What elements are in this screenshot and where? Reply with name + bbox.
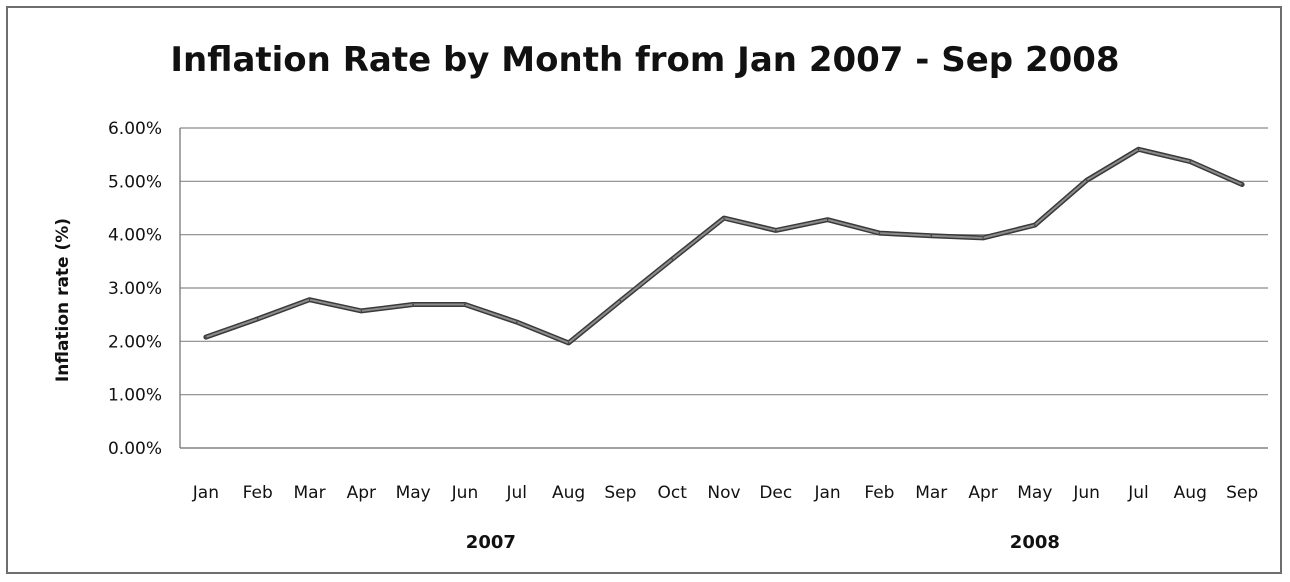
series-line-outline: [203, 146, 1245, 346]
data-point: [982, 237, 984, 239]
data-point: [1085, 179, 1088, 182]
data-point: [205, 336, 207, 338]
x-tick-label: Feb: [864, 483, 894, 503]
x-tick-label: Apr: [347, 483, 376, 503]
x-tick-label: Sep: [1226, 483, 1258, 503]
data-point: [775, 229, 777, 232]
x-tick-label: Aug: [552, 483, 585, 503]
y-tick-label: 2.00%: [108, 332, 162, 352]
chart-title: Inflation Rate by Month from Jan 2007 - …: [170, 40, 1120, 80]
y-tick-label: 0.00%: [108, 439, 162, 459]
x-tick-label: Apr: [968, 483, 997, 503]
x-tick-label: Jan: [192, 483, 219, 503]
x-tick-label: Nov: [707, 483, 740, 503]
x-group-label: 2008: [1010, 532, 1060, 553]
data-point: [412, 303, 414, 306]
data-point: [671, 258, 673, 261]
data-point: [1137, 148, 1140, 151]
x-tick-label: Feb: [243, 483, 273, 503]
data-point: [1241, 183, 1243, 186]
chart-frame: [6, 6, 1282, 574]
x-axis-ticks: Jan Feb Mar Apr May Jun Jul Aug Sep Oct Nov Dec Jan F…: [192, 483, 1258, 503]
data-point: [1034, 224, 1036, 226]
x-axis-groups: 2007 2008: [466, 532, 1060, 553]
y-tick-label: 6.00%: [108, 119, 162, 139]
x-tick-label: Jul: [506, 483, 528, 503]
data-point: [930, 234, 933, 237]
x-group-label: 2007: [466, 532, 516, 553]
x-tick-label: Aug: [1174, 483, 1207, 503]
x-tick-label: May: [396, 483, 431, 503]
data-point: [723, 217, 725, 219]
y-axis-label: Inflation rate (%): [53, 218, 73, 382]
y-axis-ticks: 0.00% 1.00% 2.00% 3.00% 4.00% 5.00% 6.00%: [108, 119, 162, 459]
data-point: [360, 310, 363, 312]
y-tick-label: 1.00%: [108, 386, 162, 406]
x-tick-label: Jul: [1127, 483, 1149, 503]
data-point: [464, 303, 466, 306]
x-tick-label: Mar: [915, 483, 947, 503]
data-point: [515, 321, 518, 323]
x-tick-label: Sep: [604, 483, 636, 503]
data-point: [826, 218, 829, 221]
x-tick-label: Jan: [814, 483, 841, 503]
data-point: [1189, 160, 1192, 163]
data-point: [308, 298, 311, 301]
data-point: [256, 318, 259, 320]
x-tick-label: May: [1017, 483, 1052, 503]
series-layer: [203, 146, 1245, 346]
data-point: [878, 232, 881, 234]
x-tick-label: Oct: [657, 483, 687, 503]
data-point: [619, 300, 622, 302]
data-point: [567, 342, 570, 344]
x-tick-label: Mar: [293, 483, 325, 503]
y-tick-label: 4.00%: [108, 226, 162, 246]
x-tick-label: Jun: [1072, 483, 1100, 503]
x-tick-label: Dec: [759, 483, 792, 503]
y-tick-label: 5.00%: [108, 172, 162, 192]
gridlines: [179, 127, 1268, 449]
x-tick-label: Jun: [451, 483, 479, 503]
y-tick-label: 3.00%: [108, 279, 162, 299]
